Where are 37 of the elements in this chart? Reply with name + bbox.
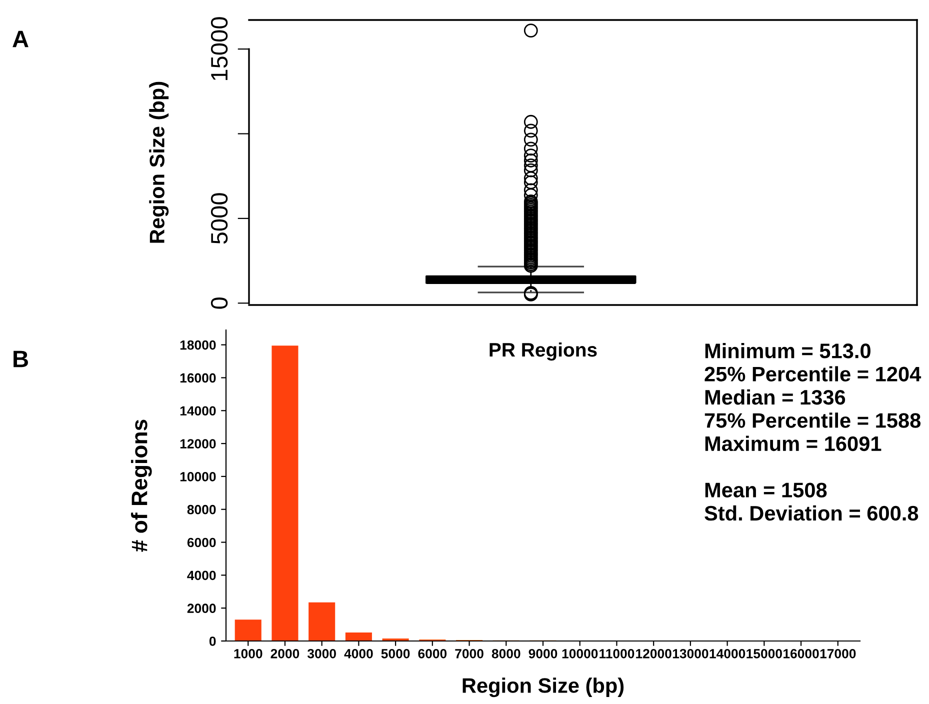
y-tick-label: 8000 (187, 504, 216, 514)
y-tick-label: 0 (209, 636, 216, 646)
y-tick-label: 6000 (187, 538, 216, 548)
x-tick-label: 13000 (672, 648, 708, 658)
y-axis-title: # of Regions (131, 420, 152, 552)
x-tick-label: 8000 (492, 648, 520, 658)
x-tick-label: 11000 (600, 648, 634, 658)
y-tick-label: 16000 (180, 373, 216, 383)
x-tick-label: 5000 (381, 648, 410, 658)
y-tick-label: 18000 (180, 340, 216, 350)
text: Minimum = 513.0 25% Percentile = 1204 Median = 1336 75% Percentile = 1588 Maximum = 16091 Mean = 1508 Std. Deviation = 600.8 (704, 343, 922, 521)
y-tick-label: 5000 (210, 193, 228, 244)
x-tick-label: 3000 (307, 648, 336, 658)
y-tick-label: 12000 (180, 439, 216, 448)
y-tick-label: 4000 (187, 570, 216, 580)
x-tick-label: 15000 (746, 648, 782, 658)
x-tick-label: 4000 (344, 648, 373, 658)
y-tick-label: 2000 (187, 604, 216, 613)
y-tick-label: 0 (210, 297, 228, 309)
x-tick-label: 1000 (234, 648, 262, 658)
x-tick-label: 17000 (820, 648, 856, 658)
y-tick-label: 15000 (210, 17, 228, 80)
x-tick-label: 10000 (562, 648, 598, 658)
x-tick-label: 12000 (636, 648, 672, 658)
text: B (14, 350, 28, 368)
y-axis-title: Region Size (bp) (149, 82, 169, 243)
x-tick-label: 14000 (710, 648, 746, 658)
x-tick-label: 2000 (270, 648, 300, 658)
x-tick-label: 9000 (528, 648, 558, 658)
text: A (12, 30, 28, 48)
x-axis-title: Region Size (bp) (462, 678, 624, 698)
y-tick-label: 10000 (180, 472, 216, 482)
x-tick-label: 7000 (455, 648, 484, 658)
x-tick-label: 6000 (418, 648, 447, 658)
text: PR Regions (490, 342, 597, 361)
y-tick-label: 14000 (180, 406, 216, 416)
x-tick-label: 16000 (784, 648, 819, 658)
